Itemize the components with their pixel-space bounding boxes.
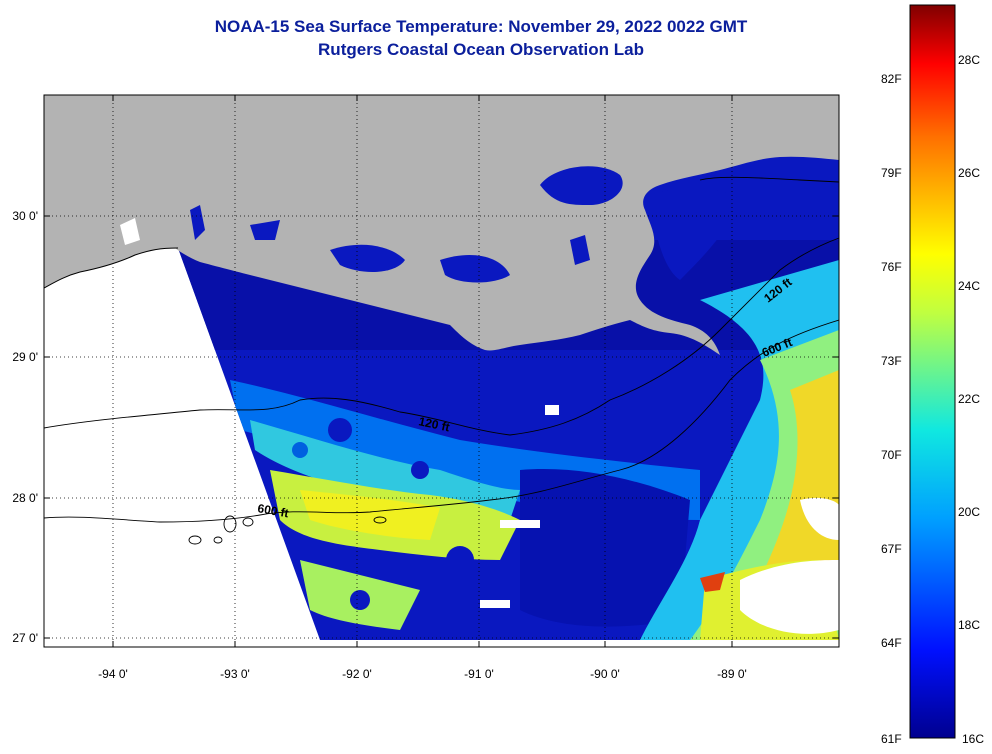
bay: [330, 244, 405, 272]
plot-frame: [43, 94, 840, 648]
land-mass: [44, 95, 839, 355]
colorbar-label-c: 16C: [962, 732, 985, 746]
bay: [650, 188, 740, 280]
contour-600ft: [44, 319, 839, 523]
colorbar-label-f: 79F: [881, 166, 902, 180]
y-tick-label: 28 0': [12, 491, 38, 505]
colorbar-label-c: 26C: [958, 166, 981, 180]
y-tick-label: 30 0': [12, 209, 38, 223]
x-tick-label: -93 0': [220, 667, 250, 681]
map-subtitle: Rutgers Coastal Ocean Observation Lab: [318, 40, 644, 59]
colorbar-label-c: 18C: [958, 618, 981, 632]
colorbar-label-c: 22C: [958, 392, 981, 406]
plot-area: [44, 95, 839, 647]
y-tick-label: 27 0': [12, 631, 38, 645]
x-tick-label: -91 0': [464, 667, 494, 681]
colorbar-label-c: 20C: [958, 505, 981, 519]
lake: [540, 166, 623, 205]
colorbar-label-f: 61F: [881, 732, 902, 746]
axis-ticks: [44, 95, 839, 647]
colorbar-label-f: 82F: [881, 72, 902, 86]
x-tick-label: -92 0': [342, 667, 372, 681]
colorbar-label-f: 76F: [881, 260, 902, 274]
graticule: [44, 95, 839, 647]
colorbar-label-f: 73F: [881, 354, 902, 368]
contour-120ft: [44, 237, 839, 436]
lake: [190, 205, 205, 240]
colorbar-label-f: 67F: [881, 542, 902, 556]
x-tick-label: -89 0': [717, 667, 747, 681]
colorbar-label-f: 70F: [881, 448, 902, 462]
contour-label-120ft-west: 120 ft: [417, 414, 451, 434]
colorbar-label-c: 24C: [958, 279, 981, 293]
bay: [440, 255, 510, 283]
map-title: NOAA-15 Sea Surface Temperature: Novembe…: [214, 17, 748, 36]
colorbar: [909, 4, 956, 739]
lake: [120, 218, 140, 245]
colorbar-label-c: 28C: [958, 53, 981, 67]
x-tick-label: -94 0': [98, 667, 128, 681]
colorbar-label-f: 64F: [881, 636, 902, 650]
contour-label-600ft-west: 600 ft: [256, 501, 289, 520]
lake: [570, 235, 590, 265]
x-tick-label: -90 0': [590, 667, 620, 681]
y-tick-label: 29 0': [12, 350, 38, 364]
lake: [250, 220, 280, 240]
